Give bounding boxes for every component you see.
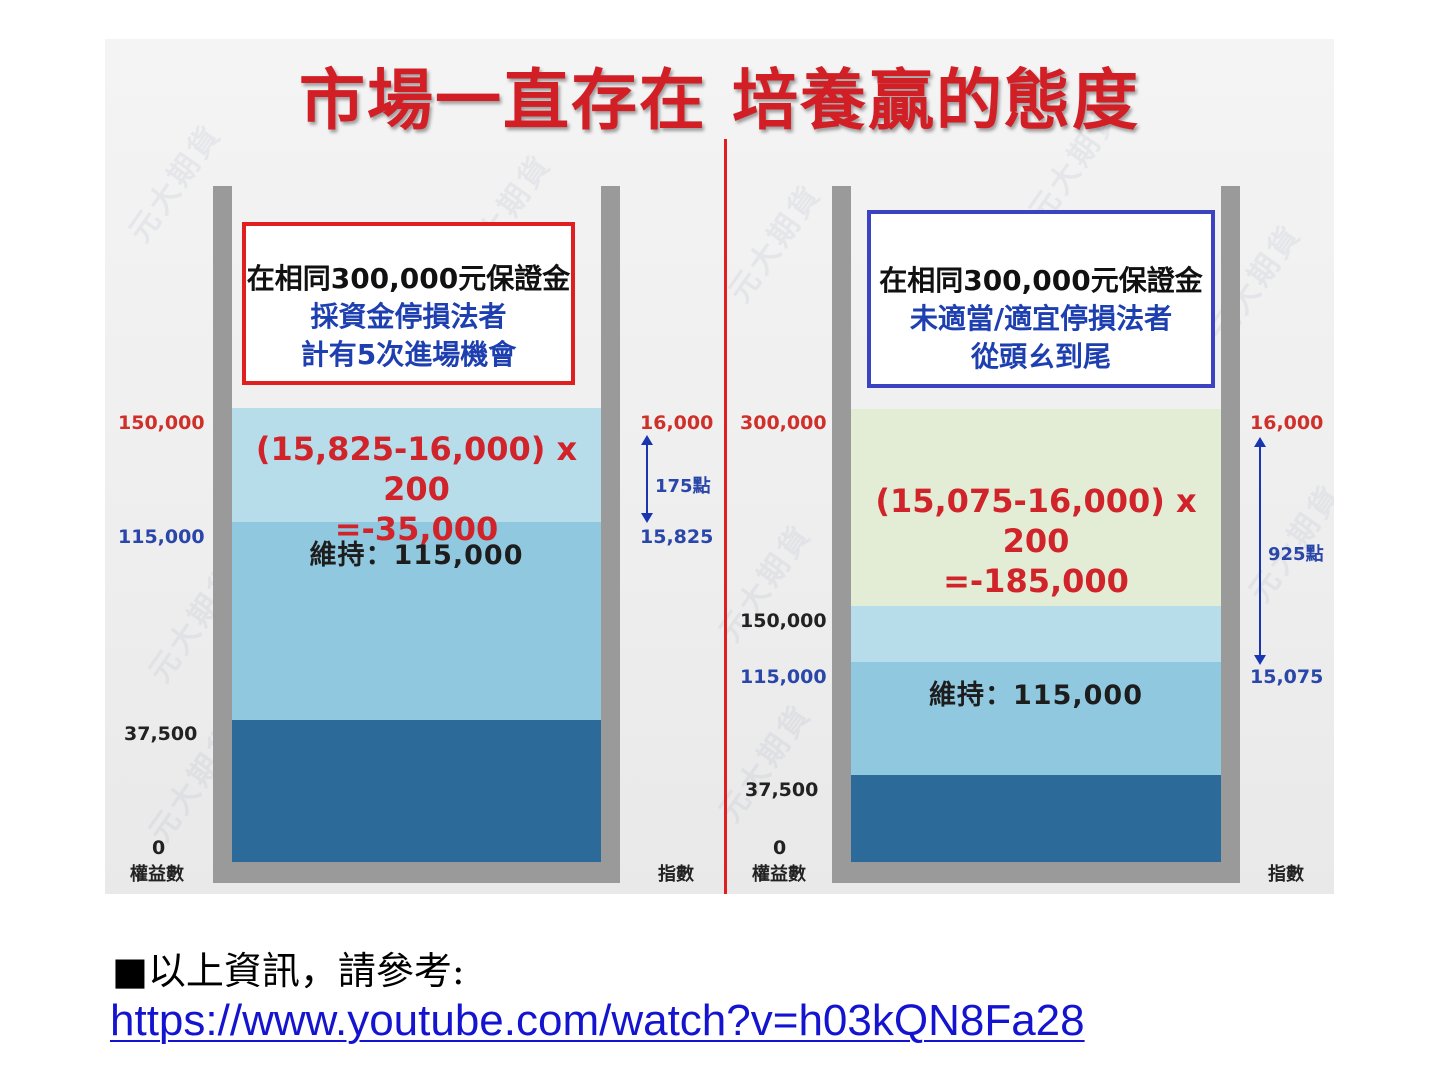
left-box-line3: 計有5次進場機會 (300, 338, 517, 371)
left-equity-37500: 37,500 (124, 723, 198, 745)
left-points-label: 175點 (655, 476, 711, 497)
left-index-16000: 16,000 (640, 412, 714, 434)
right-equity-0: 0 (773, 837, 787, 859)
left-points-arrow (641, 435, 653, 523)
left-formula-line1: (15,825-16,000) x 200 (255, 430, 578, 508)
slide-title: 市場一直存在 培養贏的態度 (299, 62, 1140, 139)
right-index-16000: 16,000 (1250, 412, 1324, 434)
left-box-line2: 採資金停損法者 (310, 300, 507, 333)
left-maintenance-segment (232, 522, 601, 720)
left-maintenance-label: 維持：115,000 (309, 540, 524, 571)
right-equity-37500: 37,500 (745, 779, 819, 801)
right-tank-wall-left (832, 186, 851, 883)
left-equity-115000: 115,000 (118, 526, 205, 548)
left-index-axis-label: 指數 (658, 864, 694, 885)
left-formula-line2: =-35,000 (334, 510, 499, 548)
right-margin-segment (851, 606, 1221, 662)
slide-image: 元大期貨 元大期貨 元大期貨 元大期貨 元大期貨 元大期貨 元大期貨 元大期貨 … (105, 39, 1334, 894)
watermark: 元大期貨 (722, 177, 830, 309)
right-loss-formula: (15,075-16,000) x 200 =-185,000 (851, 481, 1221, 601)
left-box-line1: 在相同300,000元保證金 (246, 262, 571, 295)
left-equity-axis-label: 權益數 (130, 864, 184, 885)
right-formula-line1: (15,075-16,000) x 200 (875, 482, 1197, 560)
right-index-axis-label: 指數 (1268, 864, 1304, 885)
right-base-segment (851, 775, 1221, 862)
right-maintenance-label: 維持：115,000 (929, 680, 1143, 711)
right-points-arrow (1254, 437, 1266, 665)
right-loss-segment (851, 409, 1221, 606)
right-index-15075: 15,075 (1250, 666, 1324, 688)
right-tank-wall-right (1221, 186, 1240, 883)
left-info-box: 在相同300,000元保證金 採資金停損法者 計有5次進場機會 (242, 222, 575, 385)
right-maintenance-segment (851, 662, 1221, 775)
right-equity-115000: 115,000 (740, 666, 827, 688)
left-base-segment (232, 720, 601, 862)
left-index-15825: 15,825 (640, 526, 714, 548)
youtube-link[interactable]: https://www.youtube.com/watch?v=h03kQN8F… (110, 996, 1085, 1045)
right-box-line1: 在相同300,000元保證金 (879, 264, 1203, 297)
center-divider (724, 139, 727, 894)
left-equity-150000: 150,000 (118, 412, 205, 434)
right-tank-floor (832, 862, 1240, 883)
left-loss-segment (232, 408, 601, 522)
right-equity-150000: 150,000 (740, 610, 827, 632)
left-equity-0: 0 (152, 837, 166, 859)
left-tank-wall-left (213, 186, 232, 883)
left-tank-floor (213, 862, 620, 883)
reference-note: ■以上資訊，請參考: (112, 949, 465, 993)
right-points-label: 925點 (1268, 544, 1324, 565)
right-equity-300000: 300,000 (740, 412, 827, 434)
right-info-box: 在相同300,000元保證金 未適當/適宜停損法者 從頭ㄠ到尾 (867, 210, 1215, 388)
right-box-line3: 從頭ㄠ到尾 (970, 340, 1111, 373)
left-loss-formula: (15,825-16,000) x 200 =-35,000 (232, 429, 601, 549)
right-formula-line2: =-185,000 (943, 562, 1129, 600)
left-tank-wall-right (601, 186, 620, 883)
right-box-line2: 未適當/適宜停損法者 (909, 302, 1173, 335)
right-equity-axis-label: 權益數 (752, 864, 806, 885)
